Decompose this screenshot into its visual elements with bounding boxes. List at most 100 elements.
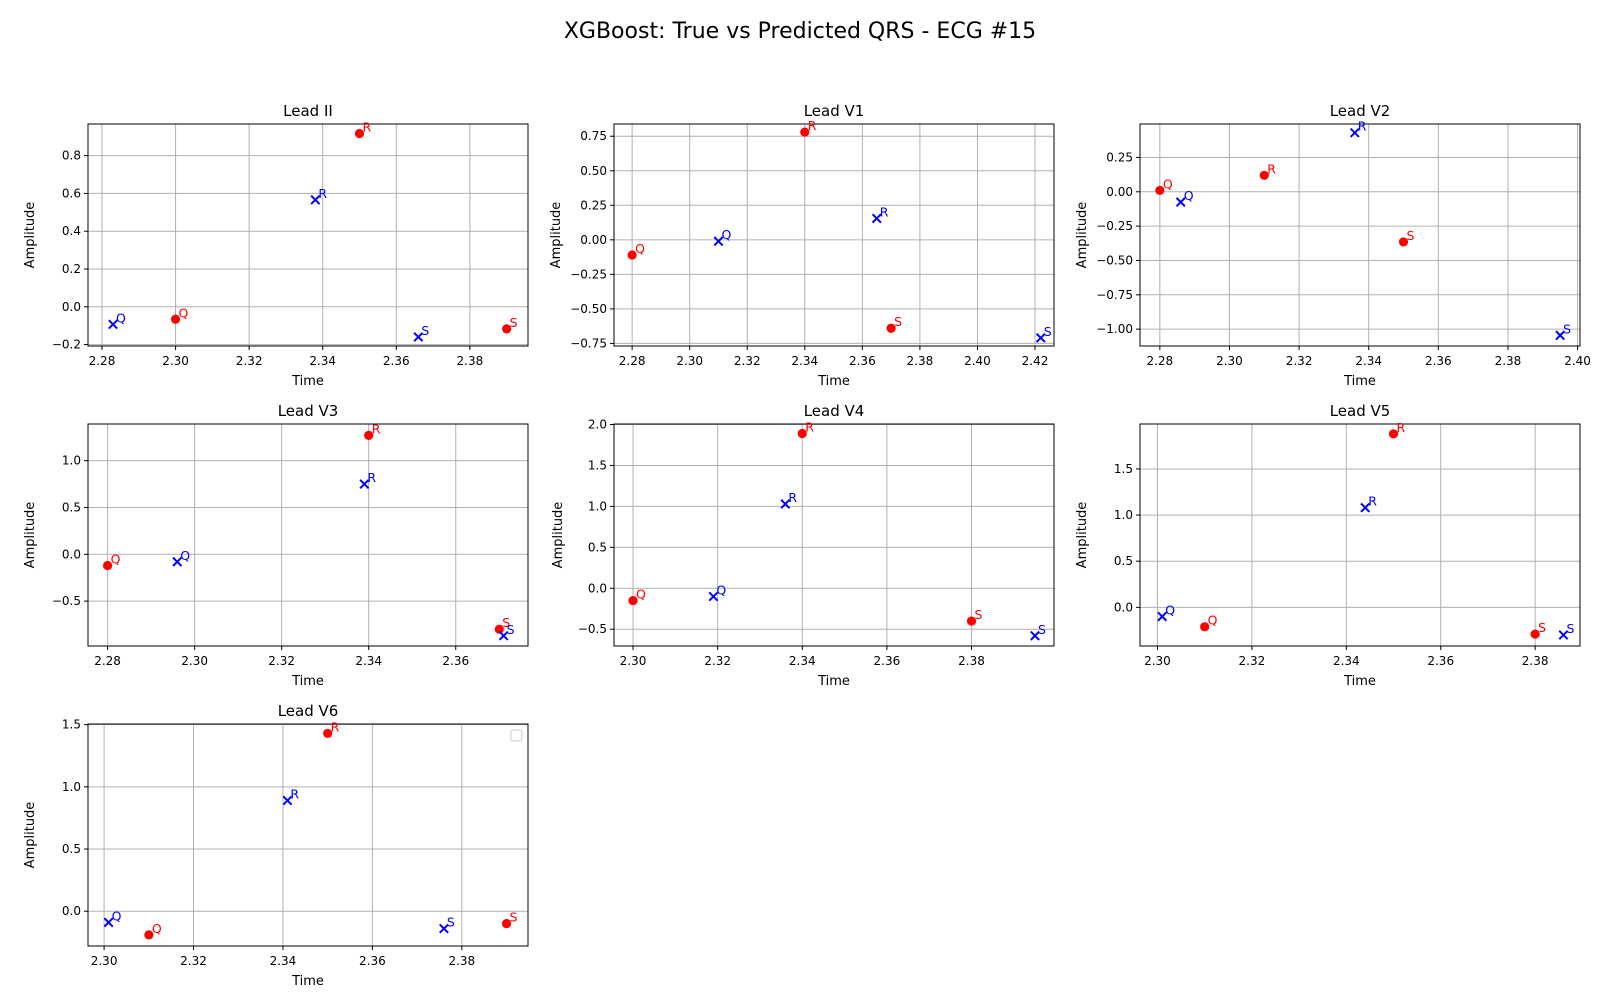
pred-point-label: R bbox=[880, 204, 889, 219]
true-point-label: S bbox=[502, 615, 510, 630]
x-axis-label: Time bbox=[1343, 374, 1376, 389]
true-point-label: R bbox=[1267, 161, 1276, 176]
x-tick-label: 2.34 bbox=[1355, 354, 1382, 368]
true-point-label: S bbox=[975, 607, 983, 622]
true-point-label: Q bbox=[635, 241, 645, 256]
y-tick-label: −0.25 bbox=[570, 267, 607, 281]
true-point-r bbox=[323, 728, 333, 738]
y-tick-label: −0.5 bbox=[52, 594, 81, 608]
panel-lead-v1: 2.28 2.30 2.32 2.34 2.36 2.38 2.40 2.42 −0.75 −0.… bbox=[549, 102, 1055, 389]
pred-mark-stroke bbox=[439, 923, 449, 934]
pred-mark-stroke bbox=[1157, 611, 1168, 622]
true-point-q bbox=[1155, 185, 1165, 196]
true-point-label: S bbox=[510, 315, 518, 330]
y-tick-label: −0.2 bbox=[52, 338, 81, 352]
x-tick-label: 2.38 bbox=[448, 954, 475, 968]
pred-mark-stroke bbox=[310, 194, 321, 205]
true-point-label: Q bbox=[111, 552, 121, 567]
pred-mark-stroke bbox=[1360, 502, 1371, 513]
axes-frame bbox=[87, 723, 529, 947]
y-tick-label: 1.0 bbox=[1114, 508, 1133, 522]
pred-mark-stroke bbox=[871, 213, 882, 224]
y-tick-label: −0.5 bbox=[578, 622, 607, 636]
axes-frame bbox=[613, 423, 1055, 647]
x-tick-label: 2.28 bbox=[1146, 354, 1173, 368]
y-tick-label: 0.2 bbox=[62, 262, 81, 276]
pred-point-q bbox=[1157, 611, 1168, 622]
true-point-q bbox=[628, 595, 638, 606]
y-axis-label: Amplitude bbox=[551, 502, 566, 569]
pred-mark-stroke bbox=[108, 319, 118, 330]
axes-frame bbox=[1139, 123, 1581, 347]
x-tick-label: 2.36 bbox=[359, 954, 386, 968]
x-axis-label: Time bbox=[291, 674, 324, 689]
x-tick-label: 2.34 bbox=[355, 654, 382, 668]
axes-frame bbox=[1139, 423, 1581, 647]
x-tick-label: 2.30 bbox=[91, 954, 118, 968]
pred-point-q bbox=[713, 236, 724, 247]
pred-point-label: S bbox=[421, 323, 429, 338]
pred-point-label: R bbox=[318, 186, 327, 201]
pred-point-q bbox=[103, 917, 114, 928]
y-tick-label: 0.00 bbox=[580, 233, 607, 247]
true-point-label: S bbox=[510, 910, 518, 925]
y-tick-label: 0.8 bbox=[62, 149, 81, 163]
true-point-r bbox=[1388, 429, 1399, 439]
x-tick-label: 2.42 bbox=[1022, 354, 1049, 368]
y-tick-label: 1.5 bbox=[62, 718, 81, 732]
true-point-s bbox=[886, 323, 896, 333]
x-tick-label: 2.32 bbox=[1286, 354, 1313, 368]
pred-point-label: Q bbox=[1165, 603, 1175, 618]
pred-point-label: R bbox=[367, 470, 376, 485]
pred-point-r bbox=[359, 479, 370, 489]
true-point-label: R bbox=[331, 719, 340, 734]
pred-mark-stroke bbox=[1030, 630, 1040, 641]
panel-title: Lead V1 bbox=[804, 102, 865, 120]
true-point-label: R bbox=[808, 118, 817, 133]
y-tick-label: −0.25 bbox=[1096, 219, 1133, 233]
pred-point-q bbox=[708, 591, 719, 602]
true-point-s bbox=[1398, 237, 1409, 247]
x-tick-label: 2.38 bbox=[1522, 654, 1549, 668]
y-tick-label: 1.0 bbox=[62, 454, 81, 468]
true-point-q bbox=[1200, 622, 1210, 632]
true-point-label: R bbox=[805, 420, 814, 435]
y-tick-label: 2.0 bbox=[588, 418, 607, 432]
y-tick-label: 0.25 bbox=[1106, 150, 1133, 164]
x-tick-label: 2.30 bbox=[620, 654, 647, 668]
true-point-s bbox=[502, 324, 512, 334]
x-tick-label: 2.38 bbox=[1495, 354, 1522, 368]
x-axis-label: Time bbox=[817, 374, 850, 389]
pred-mark-stroke bbox=[1175, 197, 1186, 207]
true-point-r bbox=[364, 430, 374, 440]
y-tick-label: −0.75 bbox=[1096, 288, 1133, 302]
true-point-s bbox=[966, 616, 977, 626]
true-point-label: Q bbox=[1208, 613, 1218, 628]
pred-mark-stroke bbox=[708, 591, 719, 602]
axes-frame bbox=[613, 123, 1055, 347]
panel-title: Lead V2 bbox=[1330, 102, 1391, 120]
x-tick-label: 2.34 bbox=[270, 954, 297, 968]
x-tick-label: 2.36 bbox=[383, 354, 410, 368]
x-tick-label: 2.36 bbox=[1425, 354, 1452, 368]
x-tick-label: 2.36 bbox=[849, 354, 876, 368]
y-tick-label: 1.5 bbox=[1114, 462, 1133, 476]
pred-point-label: R bbox=[788, 490, 797, 505]
pred-point-q bbox=[1175, 197, 1186, 207]
y-tick-label: 0.5 bbox=[62, 842, 81, 856]
pred-point-s bbox=[1558, 630, 1569, 640]
y-axis-label: Amplitude bbox=[1075, 502, 1090, 569]
pred-mark-stroke bbox=[780, 499, 791, 509]
pred-mark-stroke bbox=[713, 236, 724, 247]
y-tick-label: 0.00 bbox=[1106, 185, 1133, 199]
y-axis-label: Amplitude bbox=[1075, 202, 1090, 269]
true-point-label: Q bbox=[152, 921, 162, 936]
panel-lead-v3: 2.28 2.30 2.32 2.34 2.36 −0.5 0.0 0.5 1.0 Lead V3… bbox=[23, 402, 529, 689]
true-point-label: R bbox=[1397, 420, 1406, 435]
y-tick-label: 1.0 bbox=[588, 499, 607, 513]
pred-point-r bbox=[1349, 127, 1360, 138]
pred-point-label: R bbox=[290, 787, 299, 802]
x-tick-label: 2.30 bbox=[181, 654, 208, 668]
x-axis-label: Time bbox=[291, 974, 324, 989]
